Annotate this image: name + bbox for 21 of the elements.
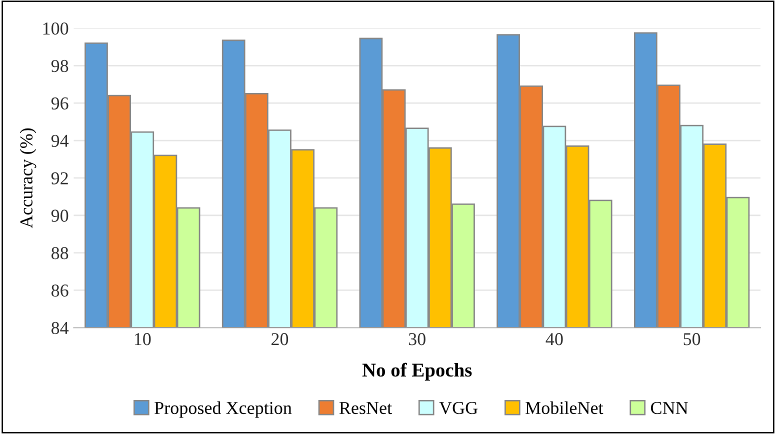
x-tick-label: 40: [546, 333, 563, 346]
y-tick-label: 90: [51, 210, 68, 222]
x-tick-label: 30: [408, 333, 426, 346]
y-tick-label: 88: [51, 247, 68, 260]
legend-label: CNN: [650, 402, 688, 414]
x-tick-label: 20: [272, 333, 288, 346]
legend-label: MobileNet: [526, 401, 604, 414]
x-axis-title: No of Epochs: [362, 362, 472, 381]
y-tick-label: 86: [51, 284, 68, 297]
y-tick-label: 96: [51, 97, 68, 110]
y-tick-label: 84: [51, 322, 69, 334]
x-tick-label: 10: [134, 333, 151, 346]
y-tick-label: 98: [51, 60, 68, 72]
legend-label: Proposed Xception: [154, 401, 292, 418]
y-tick-label: 100: [43, 22, 68, 35]
y-tick-label: 92: [51, 172, 68, 184]
legend-label: ResNet: [339, 402, 392, 414]
x-tick-label: 50: [684, 333, 700, 346]
legend-label: VGG: [439, 402, 478, 414]
y-axis-title: Accuracy (%): [20, 128, 36, 228]
y-tick-label: 94: [51, 134, 69, 147]
